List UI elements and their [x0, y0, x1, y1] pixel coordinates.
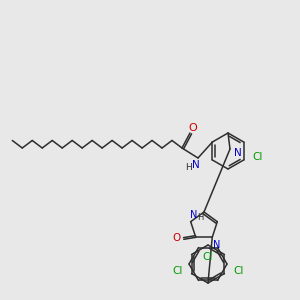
- Text: Cl: Cl: [252, 152, 263, 162]
- Text: H: H: [186, 164, 192, 172]
- Text: N: N: [192, 160, 200, 170]
- Text: Cl: Cl: [172, 266, 183, 277]
- Text: Cl: Cl: [203, 252, 213, 262]
- Text: N: N: [234, 148, 242, 158]
- Text: O: O: [189, 123, 197, 133]
- Text: N: N: [190, 210, 197, 220]
- Text: N: N: [212, 240, 220, 250]
- Text: O: O: [172, 233, 181, 243]
- Text: H: H: [197, 213, 204, 222]
- Text: Cl: Cl: [233, 266, 244, 277]
